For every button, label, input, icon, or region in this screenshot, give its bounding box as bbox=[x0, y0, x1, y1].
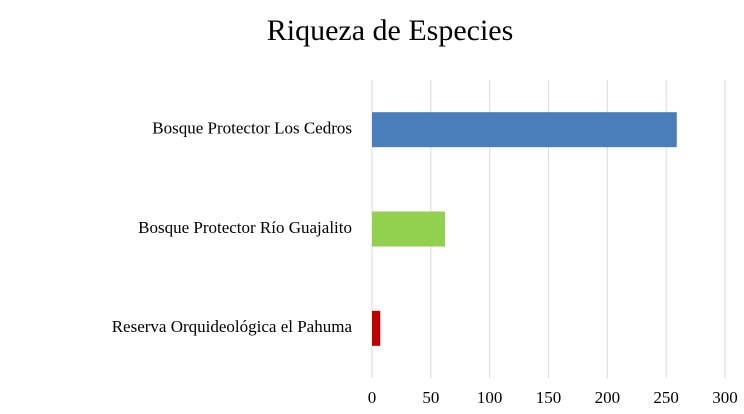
y-tick-label: Bosque Protector Los Cedros bbox=[152, 119, 352, 138]
chart-title: Riqueza de Especies bbox=[267, 14, 514, 47]
x-tick-label: 200 bbox=[595, 388, 621, 407]
x-tick-label: 300 bbox=[712, 388, 738, 407]
x-tick-label: 100 bbox=[477, 388, 503, 407]
x-tick-label: 0 bbox=[368, 388, 377, 407]
x-tick-label: 150 bbox=[536, 388, 562, 407]
y-tick-label: Reserva Orquideológica el Pahuma bbox=[112, 317, 353, 336]
x-tick-label: 50 bbox=[422, 388, 439, 407]
bar bbox=[372, 310, 381, 346]
y-tick-label: Bosque Protector Río Guajalito bbox=[138, 218, 352, 237]
bar bbox=[372, 211, 445, 247]
x-tick-label: 250 bbox=[653, 388, 679, 407]
bar bbox=[372, 112, 677, 148]
